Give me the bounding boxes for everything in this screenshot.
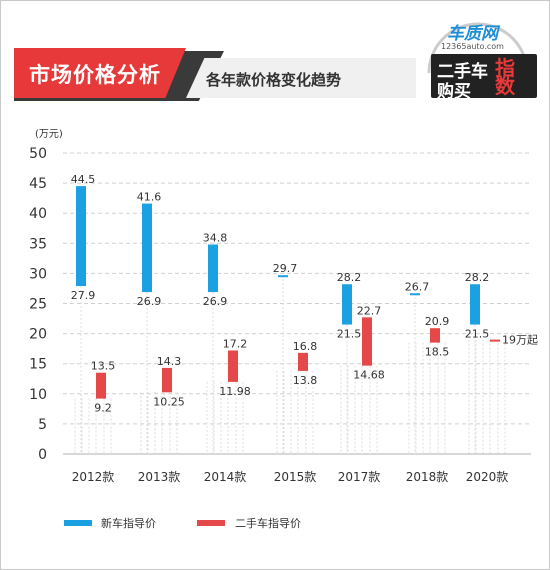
new-price-bar [410, 293, 420, 296]
x-tick-label: 2014款 [204, 470, 247, 484]
used-price-bar [162, 367, 172, 393]
page-subtitle: 各年款价格变化趋势 [206, 71, 342, 89]
legend-swatch-new [64, 520, 92, 526]
price-range-chart: (万元) 0 5 10 15 20 25 30 35 40 45 50 2012款 2013款 2014款 2… [29, 129, 538, 484]
used-price-bar [430, 328, 440, 343]
used-price-bar [490, 339, 500, 342]
new-price-bar [278, 275, 288, 278]
new-price-low-label: 21.5 [337, 328, 362, 341]
logo-brand-text: 车质网 [447, 24, 498, 44]
new-price-low-label: 26.9 [203, 295, 228, 308]
new-price-low-label: 26.9 [137, 295, 162, 308]
used-price-bar [96, 372, 106, 399]
y-tick-label: 5 [38, 417, 47, 433]
used-price-low-label: 13.8 [293, 374, 318, 387]
used-price-low-label: 11.98 [219, 385, 251, 398]
header: 市场价格分析 各年款价格变化趋势 车质网 12365auto.com 二手车 购… [1, 1, 549, 111]
subtitle-banner [186, 58, 416, 98]
title-banner [14, 48, 186, 98]
legend-label-used: 二手车指导价 [235, 517, 301, 530]
used-price-high-label: 14.3 [157, 355, 182, 368]
new-price-low-label: 21.5 [465, 328, 490, 341]
legend-swatch-used [197, 520, 225, 526]
new-price-bar [76, 186, 86, 287]
used-price-high-label: 16.8 [293, 340, 318, 353]
logo-line-3: 指数 [495, 56, 515, 98]
y-tick-label: 30 [29, 266, 47, 282]
new-price-high-label: 44.5 [71, 173, 96, 186]
new-price-high-label: 41.6 [137, 191, 162, 204]
used-price-high-label: 17.2 [223, 337, 248, 350]
x-tick-label: 2018款 [406, 470, 449, 484]
y-tick-label: 10 [29, 387, 47, 403]
new-price-low-label: 27.9 [71, 289, 96, 302]
logo-arc-icon [427, 22, 529, 74]
new-price-high-label: 26.7 [405, 280, 430, 293]
legend-label-new: 新车指导价 [101, 517, 156, 530]
y-tick-label: 25 [29, 297, 47, 313]
used-price-low-label: 14.68 [353, 369, 385, 382]
used-price-low-label: 10.25 [153, 395, 185, 408]
new-price-bar [142, 203, 152, 293]
page-title: 市场价格分析 [29, 63, 161, 87]
x-tick-label: 2017款 [338, 470, 381, 484]
used-price-low-label: 9.2 [94, 402, 112, 415]
y-tick-label: 50 [29, 146, 47, 162]
used-price-bar [298, 352, 308, 371]
new-price-high-label: 34.8 [203, 232, 228, 245]
logo-url-text: 12365auto.com [441, 42, 504, 51]
y-tick-label: 15 [29, 357, 47, 373]
x-tick-label: 2013款 [138, 470, 181, 484]
new-price-bar [208, 244, 218, 293]
y-axis-label: (万元) [35, 129, 63, 140]
y-tick-label: 35 [29, 236, 47, 252]
logo-badge [431, 54, 537, 98]
x-tick-label: 2015款 [274, 470, 317, 484]
used-price-high-label: 22.7 [357, 304, 382, 317]
used-price-bar [228, 350, 238, 382]
new-price-high-label: 28.2 [337, 271, 362, 284]
used-price-high-label: 13.5 [91, 360, 116, 373]
used-price-bar [362, 317, 372, 366]
new-price-high-label: 29.7 [273, 262, 298, 275]
new-price-high-label: 28.2 [465, 271, 490, 284]
used-price-low-label: 18.5 [425, 346, 450, 359]
new-price-bar [342, 284, 352, 325]
new-price-bar [470, 284, 480, 325]
logo-line-2: 购买 [437, 82, 471, 102]
x-tick-label: 2012款 [72, 470, 115, 484]
x-tick-label: 2020款 [466, 470, 509, 484]
y-tick-label: 45 [29, 176, 47, 192]
logo-line-1: 二手车 [437, 62, 488, 82]
used-price-high-label: 20.9 [425, 315, 450, 328]
used-price-high-label: 19万起 [502, 334, 538, 347]
y-tick-label: 40 [29, 206, 47, 222]
brand-logo [419, 13, 537, 105]
y-tick-label: 0 [38, 447, 47, 463]
y-tick-label: 20 [29, 327, 47, 343]
